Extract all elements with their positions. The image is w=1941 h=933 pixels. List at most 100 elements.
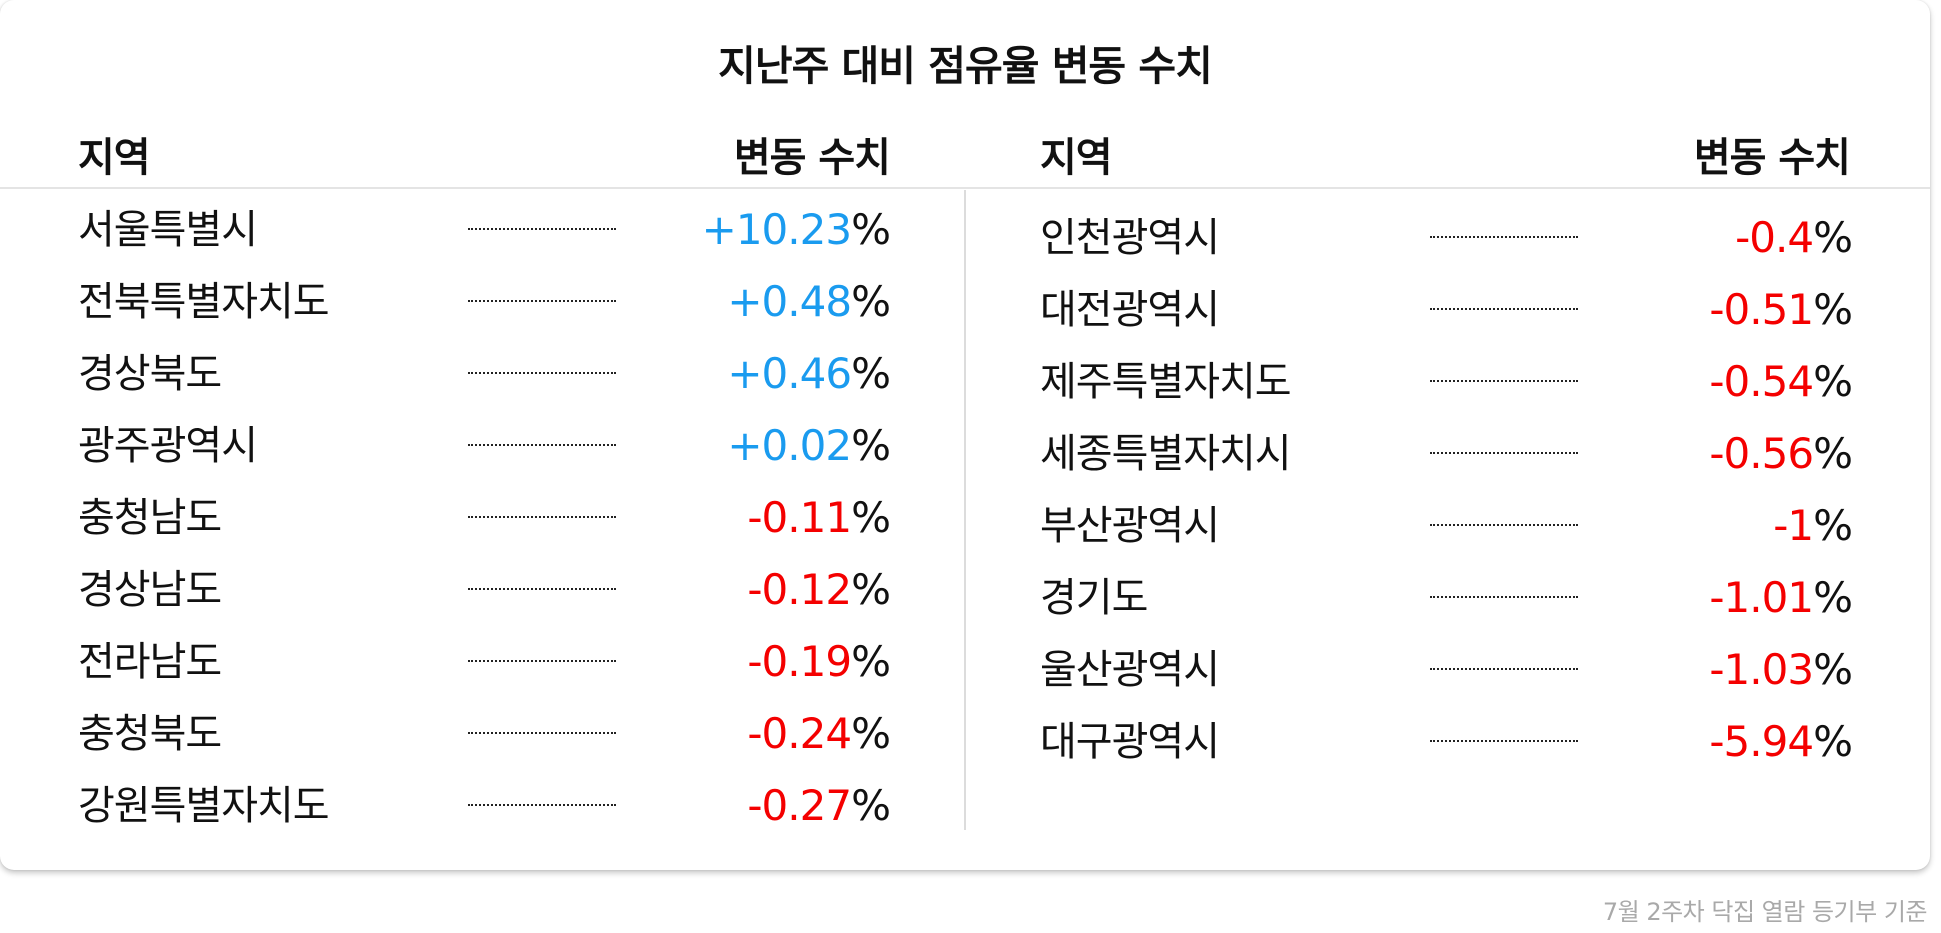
dotted-leader: [1430, 380, 1578, 382]
region-label: 경기도: [1040, 575, 1148, 621]
left-change-header: 변동 수치: [733, 135, 891, 181]
change-number: -0.11: [747, 493, 852, 542]
change-number: +0.48: [727, 277, 852, 326]
table-row: 세종특별자치시 -0.56%: [1040, 424, 1853, 484]
region-label: 경상남도: [78, 567, 222, 613]
change-number: -0.54: [1709, 357, 1814, 406]
region-label: 인천광역시: [1040, 215, 1220, 261]
table-row: 충청북도 -0.24%: [78, 704, 891, 764]
percent-sign: %: [851, 493, 891, 542]
dotted-leader: [468, 804, 616, 806]
dotted-leader: [468, 300, 616, 302]
percent-sign: %: [1813, 213, 1853, 262]
table-row: 인천광역시 -0.4%: [1040, 208, 1853, 268]
dotted-leader: [468, 228, 616, 230]
region-label: 대구광역시: [1040, 719, 1220, 765]
change-number: +10.23: [701, 205, 852, 254]
percent-sign: %: [851, 709, 891, 758]
change-number: -0.12: [747, 565, 852, 614]
change-value: -1%: [1773, 496, 1853, 556]
column-divider: [964, 190, 966, 830]
dotted-leader: [468, 732, 616, 734]
region-label: 부산광역시: [1040, 503, 1220, 549]
table-row: 부산광역시 -1%: [1040, 496, 1853, 556]
change-number: -0.4: [1735, 213, 1814, 262]
change-number: -1.01: [1709, 573, 1814, 622]
region-label: 강원특별자치도: [78, 783, 330, 829]
change-value: -0.12%: [747, 560, 891, 620]
table-row: 서울특별시 +10.23%: [78, 200, 891, 260]
table-row: 충청남도 -0.11%: [78, 488, 891, 548]
percent-sign: %: [1813, 429, 1853, 478]
change-number: -0.19: [747, 637, 852, 686]
change-value: -0.19%: [747, 632, 891, 692]
table-row: 대전광역시 -0.51%: [1040, 280, 1853, 340]
table-row: 제주특별자치도 -0.54%: [1040, 352, 1853, 412]
footnote: 7월 2주차 닥집 열람 등기부 기준: [1602, 898, 1928, 926]
change-value: -0.56%: [1709, 424, 1853, 484]
dotted-leader: [468, 660, 616, 662]
change-value: +0.46%: [727, 344, 891, 404]
table-row: 경상남도 -0.12%: [78, 560, 891, 620]
change-value: -0.11%: [747, 488, 891, 548]
percent-sign: %: [1813, 285, 1853, 334]
table-row: 경상북도 +0.46%: [78, 344, 891, 404]
change-value: +0.02%: [727, 416, 891, 476]
table-row: 울산광역시 -1.03%: [1040, 640, 1853, 700]
region-label: 충청북도: [78, 711, 222, 757]
dotted-leader: [1430, 236, 1578, 238]
region-label: 서울특별시: [78, 207, 258, 253]
change-value: -1.01%: [1709, 568, 1853, 628]
percent-sign: %: [1813, 717, 1853, 766]
change-number: -1.03: [1709, 645, 1814, 694]
region-label: 광주광역시: [78, 423, 258, 469]
region-label: 울산광역시: [1040, 647, 1220, 693]
change-value: -0.54%: [1709, 352, 1853, 412]
right-change-header: 변동 수치: [1693, 135, 1851, 181]
percent-sign: %: [851, 349, 891, 398]
table-row: 강원특별자치도 -0.27%: [78, 776, 891, 836]
percent-sign: %: [851, 781, 891, 830]
percent-sign: %: [851, 637, 891, 686]
change-number: -0.51: [1709, 285, 1814, 334]
header-divider: [0, 187, 1930, 189]
table-card: 지난주 대비 점유율 변동 수치 지역 변동 수치 지역 변동 수치 서울특별시…: [0, 42, 1930, 836]
change-value: -0.27%: [747, 776, 891, 836]
change-number: -0.27: [747, 781, 852, 830]
change-value: -5.94%: [1709, 712, 1853, 772]
dotted-leader: [1430, 740, 1578, 742]
percent-sign: %: [851, 205, 891, 254]
change-value: +10.23%: [701, 200, 891, 260]
percent-sign: %: [1813, 357, 1853, 406]
region-label: 경상북도: [78, 351, 222, 397]
region-label: 충청남도: [78, 495, 222, 541]
region-label: 대전광역시: [1040, 287, 1220, 333]
dotted-leader: [468, 372, 616, 374]
change-value: -1.03%: [1709, 640, 1853, 700]
percent-sign: %: [851, 565, 891, 614]
dotted-leader: [468, 444, 616, 446]
percent-sign: %: [1813, 645, 1853, 694]
percent-sign: %: [1813, 573, 1853, 622]
percent-sign: %: [851, 277, 891, 326]
change-number: -0.56: [1709, 429, 1814, 478]
region-label: 전북특별자치도: [78, 279, 330, 325]
dotted-leader: [1430, 524, 1578, 526]
right-region-header: 지역: [1040, 135, 1113, 181]
dotted-leader: [468, 516, 616, 518]
percent-sign: %: [1813, 501, 1853, 550]
table-row: 전라남도 -0.19%: [78, 632, 891, 692]
change-number: -1: [1773, 501, 1814, 550]
change-value: -0.51%: [1709, 280, 1853, 340]
table-row: 경기도 -1.01%: [1040, 568, 1853, 628]
table-row: 대구광역시 -5.94%: [1040, 712, 1853, 772]
dotted-leader: [1430, 668, 1578, 670]
change-number: -0.24: [747, 709, 852, 758]
dotted-leader: [1430, 452, 1578, 454]
chart-title: 지난주 대비 점유율 변동 수치: [718, 42, 1213, 90]
change-value: -0.4%: [1735, 208, 1853, 268]
table-row: 전북특별자치도 +0.48%: [78, 272, 891, 332]
change-number: +0.02: [727, 421, 852, 470]
change-value: -0.24%: [747, 704, 891, 764]
dotted-leader: [1430, 596, 1578, 598]
